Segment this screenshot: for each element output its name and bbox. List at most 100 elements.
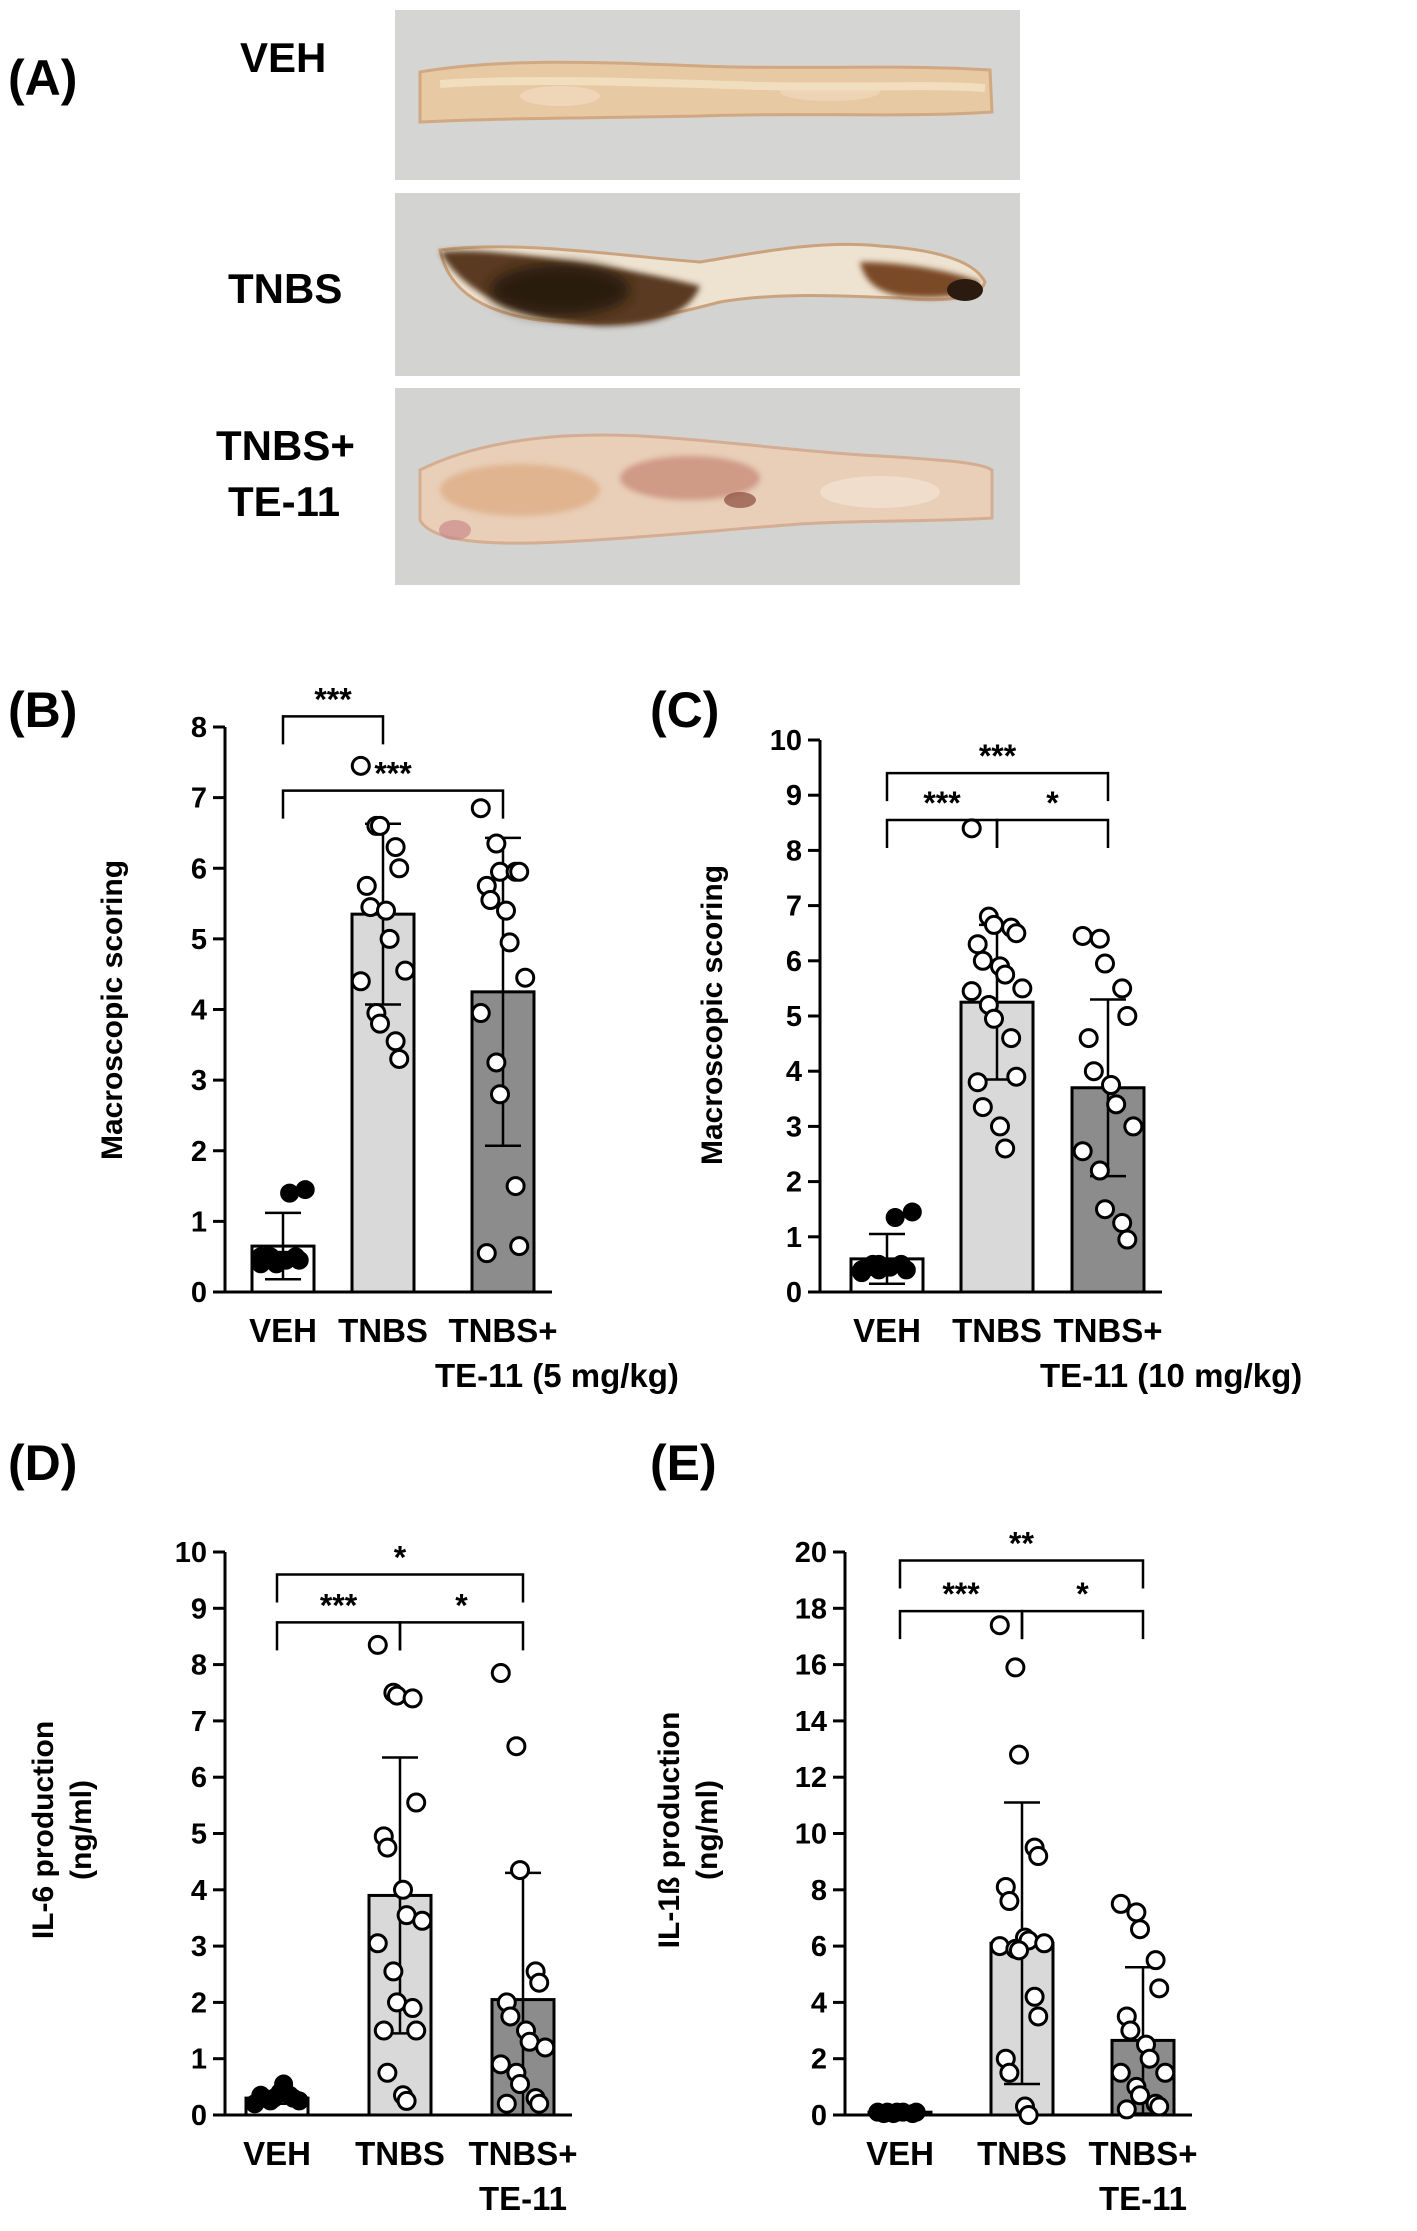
data-point [377, 2062, 398, 2083]
significance-bracket [885, 771, 1110, 802]
data-point [515, 967, 536, 988]
data-point [379, 928, 400, 949]
y-tick-label: 5 [786, 1001, 802, 1033]
y-tick-label: 9 [786, 780, 802, 812]
category-label: TE-11 [479, 2180, 567, 2217]
y-tick-label: 3 [191, 1065, 207, 1097]
data-point [486, 833, 507, 854]
data-point [877, 2102, 897, 2122]
data-point [1078, 1028, 1099, 1049]
data-point [274, 2074, 294, 2094]
data-point [1009, 1940, 1029, 1961]
y-tick-label: 10 [795, 1819, 827, 1851]
data-point [385, 837, 406, 858]
y-tick-label: 8 [786, 835, 802, 867]
y-tick-label: 2 [786, 1167, 802, 1199]
data-point [266, 1254, 286, 1274]
colon-specimen-treat [418, 433, 994, 545]
data-point [529, 2093, 550, 2114]
significance-bracket [995, 818, 1110, 849]
data-point [289, 2091, 309, 2111]
y-tick-label: 12 [795, 1762, 827, 1794]
data-point [1001, 1028, 1022, 1049]
data-point [535, 2037, 556, 2058]
data-point [490, 2054, 511, 2075]
data-point [1089, 928, 1110, 949]
colon-specimen-veh [418, 60, 994, 124]
category-label: TNBS [977, 2135, 1067, 2172]
category-label: TNBS+ [1053, 1312, 1162, 1349]
row-label-veh: VEH [240, 34, 326, 81]
data-point [1126, 1902, 1147, 1923]
y-tick-label: 8 [191, 1650, 207, 1682]
data-point [1110, 1893, 1131, 1914]
data-point [1095, 953, 1115, 974]
y-tick-label: 1 [786, 1222, 802, 1254]
y-tick-label: 10 [175, 1537, 207, 1569]
data-point [967, 934, 988, 955]
data-point [486, 1052, 507, 1073]
significance-label: ** [1009, 1525, 1034, 1561]
y-axis-label: IL-6 production [27, 1721, 60, 1939]
data-point [1123, 1116, 1144, 1137]
y-axis-label: IL-1ß production [653, 1712, 686, 1949]
data-point [529, 1972, 550, 1993]
significance-bracket [1020, 1609, 1145, 1640]
data-point [402, 1688, 423, 1709]
data-point [496, 900, 516, 921]
category-label: VEH [866, 2135, 934, 2172]
data-point [370, 815, 390, 836]
panel-label: (E) [650, 1435, 717, 1491]
category-label: TNBS [338, 1312, 428, 1349]
y-tick-label: 6 [191, 853, 207, 885]
significance-bracket [398, 1621, 525, 1651]
category-label: TE-11 [1099, 2180, 1187, 2217]
data-point [984, 914, 1004, 935]
data-point [490, 1663, 511, 1684]
data-point [989, 1615, 1010, 1636]
data-point [1012, 978, 1033, 999]
data-point [370, 1013, 390, 1034]
chart-panel-e: (E) 0 2 4 6 8 10 12 14 16 18 20 IL-1ß production (ng/… [650, 1435, 1198, 2217]
data-point [1139, 2048, 1160, 2069]
y-tick-label: 14 [795, 1706, 827, 1738]
y-tick-label: 18 [795, 1593, 827, 1625]
y-tick-label: 4 [811, 1987, 827, 2019]
data-point [1149, 2096, 1170, 2117]
category-label: VEH [243, 2135, 311, 2172]
panel-label: (B) [8, 682, 77, 738]
data-point [999, 1891, 1020, 1912]
data-point [395, 960, 416, 981]
y-tick-label: 0 [811, 2100, 827, 2132]
y-tick-label: 1 [191, 1206, 207, 1238]
y-tick-label: 2 [191, 1136, 207, 1168]
data-point [1028, 1846, 1049, 1867]
data-point [995, 964, 1016, 985]
data-point [1112, 978, 1133, 999]
data-point [509, 1236, 530, 1257]
significance-bracket [275, 1573, 525, 1603]
panel-a-row-veh: VEH [240, 10, 1020, 180]
data-point [1009, 1744, 1029, 1765]
data-point [356, 875, 377, 896]
significance-bracket [898, 1559, 1145, 1589]
y-tick-label: 0 [191, 2100, 207, 2132]
data-point [1110, 2062, 1131, 2083]
data-point [373, 2020, 394, 2041]
significance-label: * [394, 1540, 407, 1576]
category-label: VEH [853, 1312, 921, 1349]
significance-bracket [281, 789, 505, 819]
y-axis-label: Macroscopic scoring [96, 860, 129, 1160]
panel-a-row-tnbs: TNBS [228, 193, 1020, 376]
row-label-treat-line2: TE-11 [228, 478, 340, 525]
data-point [896, 1260, 916, 1280]
data-point [1089, 1160, 1110, 1181]
data-point [367, 1634, 388, 1655]
data-point [1155, 2062, 1176, 2083]
significance-label: * [1046, 785, 1059, 821]
y-tick-label: 20 [795, 1537, 827, 1569]
y-tick-label: 5 [191, 924, 207, 956]
data-point [383, 1961, 404, 1982]
data-point [869, 1254, 889, 1274]
